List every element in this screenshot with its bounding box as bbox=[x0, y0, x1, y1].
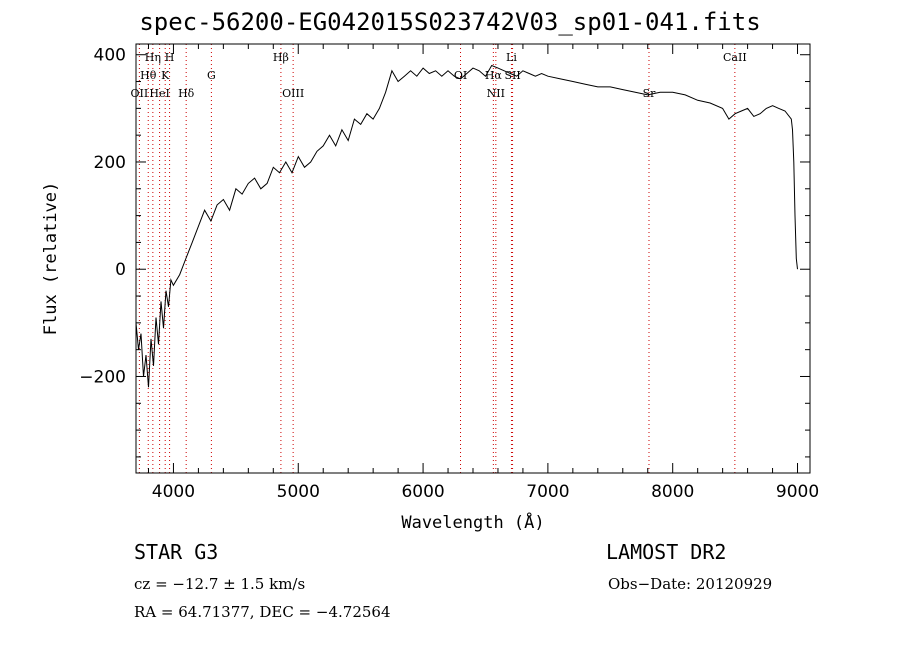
x-tick-label: 4000 bbox=[152, 482, 195, 502]
obs-date-label: Obs−Date: 20120929 bbox=[608, 575, 773, 593]
redshift-label: cz = −12.7 ± 1.5 km/s bbox=[134, 575, 306, 593]
line-label: SII bbox=[504, 69, 520, 82]
line-label: Hη bbox=[145, 51, 161, 64]
x-tick-label: 9000 bbox=[776, 482, 819, 502]
line-label: G bbox=[207, 69, 216, 82]
line-label: H bbox=[165, 51, 175, 64]
line-label: OIII bbox=[282, 87, 304, 100]
line-label: CaII bbox=[723, 51, 747, 64]
line-label: Hβ bbox=[273, 51, 289, 64]
plot-area: 4000 5000 6000 7000 8000 9000 −200 0 200 400 Wavel… bbox=[41, 43, 819, 533]
line-label: NII bbox=[487, 87, 505, 100]
x-tick-label: 7000 bbox=[526, 482, 569, 502]
y-tick-label: 200 bbox=[94, 153, 126, 173]
plot-frame bbox=[135, 43, 811, 474]
y-tick-label: 400 bbox=[94, 46, 126, 66]
spectrum-line bbox=[135, 64, 798, 388]
y-tick-label: −200 bbox=[79, 367, 126, 387]
line-label: Hθ bbox=[140, 69, 157, 82]
line-label: Hα bbox=[485, 69, 503, 82]
survey-label: LAMOST DR2 bbox=[606, 540, 727, 564]
y-axis-label: Flux (relative) bbox=[41, 182, 61, 336]
line-label: OI bbox=[454, 69, 467, 82]
x-tick-label: 8000 bbox=[651, 482, 694, 502]
x-tick-label: 6000 bbox=[401, 482, 444, 502]
chart-title: spec-56200-EG042015S023742V03_sp01-041.f… bbox=[139, 8, 761, 36]
line-label: OII bbox=[131, 87, 149, 100]
line-label: Sr bbox=[643, 87, 657, 100]
line-label: K bbox=[161, 69, 170, 82]
x-axis-label: Wavelength (Å) bbox=[401, 511, 544, 533]
line-label: Hδ bbox=[178, 87, 195, 100]
line-label: Li bbox=[506, 51, 517, 64]
x-tick-label: 5000 bbox=[277, 482, 320, 502]
line-label: HeI bbox=[149, 87, 169, 100]
y-tick-label: 0 bbox=[115, 260, 126, 280]
classification-label: STAR G3 bbox=[134, 540, 219, 564]
coordinates-label: RA = 64.71377, DEC = −4.72564 bbox=[134, 603, 391, 621]
